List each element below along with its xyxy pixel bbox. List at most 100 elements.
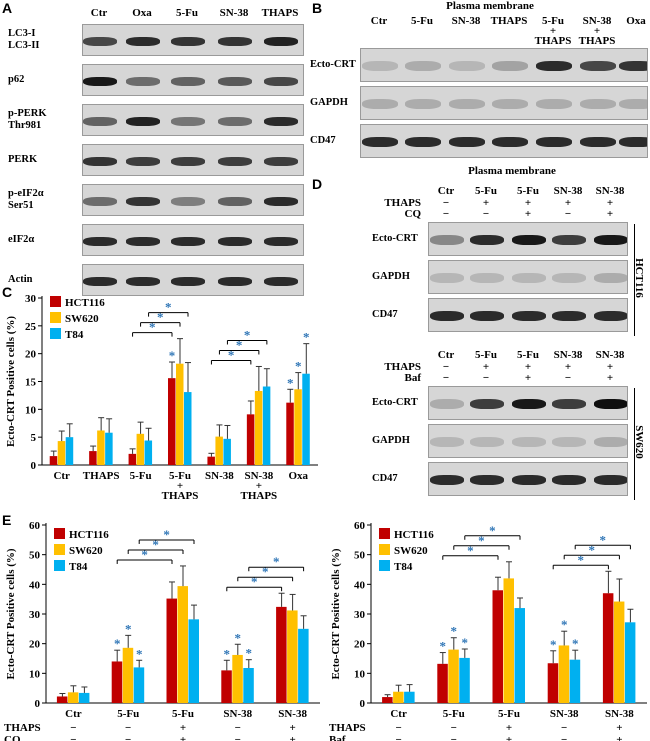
protein-band [405,99,441,109]
blot-row-label: CD47 [372,473,398,484]
y-tick-label: 20 [25,349,37,361]
category-label: SN-38 [550,708,579,720]
condition-label: CQ [4,734,21,741]
category-label: 5-Fu [117,708,139,720]
bracket-star: * [228,347,235,362]
bar-t84 [184,392,192,465]
legend-label: HCT116 [69,529,109,541]
condition-sign: + [606,208,614,220]
protein-band [594,437,627,447]
significance-star: * [550,637,557,652]
significance-star: * [572,636,579,651]
protein-band [126,157,160,166]
blot-strip [360,124,648,158]
protein-band [83,77,117,86]
protein-band [449,99,485,109]
protein-band [536,99,572,109]
protein-band [470,399,504,409]
lane-label: SN-38 [595,349,625,361]
condition-sign: − [395,734,401,741]
legend-swatch [379,544,390,555]
protein-band [218,157,252,166]
protein-band [218,77,252,86]
bar-t84 [243,667,254,703]
bar-sw620 [254,390,263,465]
bar-sw620 [448,649,459,703]
bar-chart-e-baf: 0 10 20 30 40 50 60 Ecto-CRT Positive cells (%)… [329,520,647,741]
bar-hct116 [602,593,614,703]
protein-band [362,99,398,109]
protein-band [126,197,160,206]
y-tick-label: 50 [29,550,41,562]
bar-t84 [144,440,153,465]
lane-label: 5-Fu [517,349,539,361]
protein-band [83,117,117,126]
bracket-star: * [141,547,148,562]
bar-hct116 [49,456,58,465]
bar-sw620 [558,645,570,703]
bar-hct116 [492,590,503,703]
lane-label: SN-38 + THAPS [578,15,616,47]
y-tick-label: 10 [25,404,37,416]
bracket-star: * [262,564,269,579]
bar-t84 [223,438,231,465]
y-tick-label: 30 [354,609,366,621]
significance-star: * [246,646,253,661]
protein-band [512,475,546,485]
condition-sign: − [561,734,567,741]
condition-sign: − [564,372,572,384]
condition-sign: − [442,197,450,209]
bracket-star: * [467,543,474,558]
protein-band [218,277,252,286]
category-label: Oxa [289,470,309,482]
bar-chart-c: 0 5 10 15 20 25 30 Ecto-CRT Positive cells (%) *… [5,293,318,500]
condition-sign: + [564,361,572,373]
protein-band [264,77,298,86]
blot-row-label: eIF2α [8,234,35,245]
protein-band [619,99,647,109]
lane-label: SN-38 [553,349,583,361]
bracket-star: * [244,327,251,342]
protein-band [171,117,205,126]
condition-sign: − [482,208,490,220]
category-label: 5-Fu [169,470,191,482]
bar-sw620 [136,433,145,465]
category-label: 5-Fu [498,708,520,720]
condition-sign: − [564,208,572,220]
category-label: THAPS [162,490,199,500]
y-tick-label: 10 [29,668,41,680]
bar-t84 [459,657,470,703]
protein-band [264,237,298,246]
protein-band [449,61,485,71]
category-label: SN-38 [205,470,234,482]
significance-star: * [169,348,176,363]
category-label: + [177,480,183,492]
lane-label: SN-38 [595,185,625,197]
protein-band [362,61,398,71]
blot-strip [82,104,304,136]
y-tick-label: 30 [29,609,41,621]
blot-strip [82,184,304,216]
y-tick-label: 5 [31,432,37,444]
lane-label: THAPS [261,7,299,19]
bar-hct116 [128,453,137,465]
bar-hct116 [168,378,176,465]
y-tick-label: 50 [354,550,366,562]
category-label: SN-38 [605,708,634,720]
blot-strip [360,48,648,82]
significance-star: * [561,617,568,632]
bar-hct116 [286,402,294,465]
y-tick-label: 10 [354,668,366,680]
lane-label: Ctr [437,349,455,361]
protein-band [619,137,647,147]
bar-sw620 [294,389,302,465]
bracket-star: * [578,552,585,567]
bar-sw620 [613,601,625,703]
panel-letter-d: D [312,176,323,192]
condition-sign: + [289,722,295,734]
condition-label: CQ [404,208,422,220]
bar-hct116 [547,663,559,703]
protein-band [536,61,572,71]
bar-sw620 [122,647,134,703]
protein-band [83,37,117,46]
